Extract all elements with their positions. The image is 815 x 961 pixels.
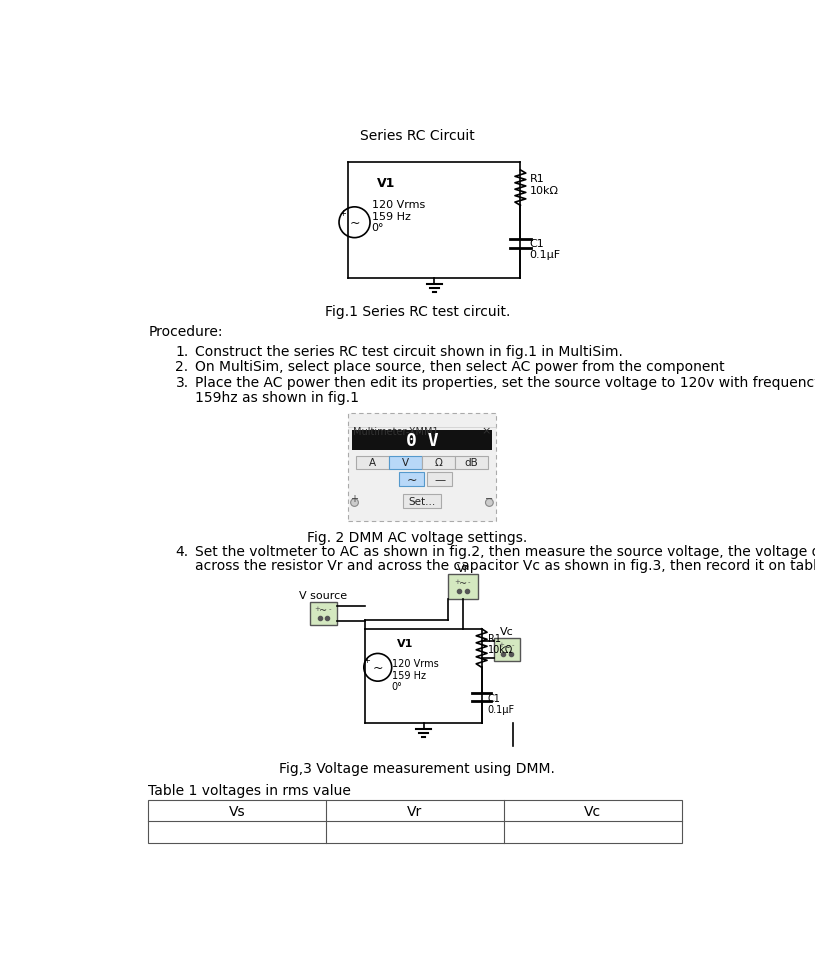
- Text: 120 Vrms
159 Hz
0°: 120 Vrms 159 Hz 0°: [372, 200, 425, 234]
- Text: +: +: [454, 579, 460, 584]
- Text: ~: ~: [319, 605, 328, 616]
- Text: -: -: [328, 605, 331, 611]
- FancyBboxPatch shape: [455, 456, 488, 470]
- Text: R1
10kΩ: R1 10kΩ: [530, 174, 558, 195]
- Text: +: +: [363, 655, 370, 664]
- Text: Ω: Ω: [434, 458, 443, 468]
- Text: ~: ~: [459, 579, 467, 589]
- Text: Construct the series RC test circuit shown in fig.1 in MultiSim.: Construct the series RC test circuit sho…: [195, 345, 623, 358]
- Text: +: +: [498, 642, 504, 648]
- Text: A: A: [369, 458, 376, 468]
- Text: V1: V1: [397, 638, 413, 649]
- FancyBboxPatch shape: [356, 456, 389, 470]
- Text: 3.: 3.: [175, 376, 188, 389]
- Text: Procedure:: Procedure:: [148, 325, 222, 338]
- Text: −: −: [485, 494, 493, 504]
- Text: Fig.1 Series RC test circuit.: Fig.1 Series RC test circuit.: [324, 305, 510, 318]
- FancyBboxPatch shape: [427, 473, 452, 487]
- Text: 4.: 4.: [175, 545, 188, 558]
- Text: Set the voltmeter to AC as shown in fig.2, then measure the source voltage, the : Set the voltmeter to AC as shown in fig.…: [195, 545, 815, 558]
- Text: V: V: [402, 458, 409, 468]
- Text: ~: ~: [407, 474, 417, 486]
- Text: —: —: [434, 475, 445, 485]
- Text: C1
0.1μF: C1 0.1μF: [530, 238, 561, 260]
- Text: 2.: 2.: [175, 360, 188, 374]
- Text: 1.: 1.: [175, 345, 189, 358]
- Text: Series RC Circuit: Series RC Circuit: [360, 129, 474, 143]
- FancyBboxPatch shape: [310, 603, 337, 626]
- FancyBboxPatch shape: [352, 431, 491, 451]
- Text: Vc: Vc: [584, 803, 601, 818]
- Text: +: +: [315, 605, 320, 611]
- FancyBboxPatch shape: [348, 414, 496, 522]
- Circle shape: [486, 499, 493, 506]
- Text: Place the AC power then edit its properties, set the source voltage to 120v with: Place the AC power then edit its propert…: [195, 376, 815, 389]
- Text: Vr: Vr: [408, 803, 423, 818]
- Text: 120 Vrms
159 Hz
0°: 120 Vrms 159 Hz 0°: [392, 658, 438, 692]
- Text: +: +: [350, 494, 359, 504]
- Text: Table 1 voltages in rms value: Table 1 voltages in rms value: [148, 783, 351, 797]
- Text: V source: V source: [299, 591, 347, 601]
- Text: -: -: [512, 642, 514, 648]
- Text: Vr: Vr: [457, 563, 469, 573]
- FancyBboxPatch shape: [389, 456, 422, 470]
- Text: 0 V: 0 V: [406, 431, 438, 450]
- FancyBboxPatch shape: [399, 473, 425, 487]
- Text: Set...: Set...: [408, 497, 435, 506]
- Bar: [148, 800, 681, 843]
- FancyBboxPatch shape: [448, 575, 478, 599]
- Circle shape: [350, 499, 359, 506]
- Text: Vs: Vs: [229, 803, 245, 818]
- Text: ×: ×: [482, 426, 491, 436]
- Text: across the resistor Vr and across the capacitor Vc as shown in fig.3, then recor: across the resistor Vr and across the ca…: [195, 558, 815, 573]
- Text: -: -: [468, 579, 470, 584]
- FancyBboxPatch shape: [494, 638, 520, 661]
- FancyBboxPatch shape: [403, 495, 442, 508]
- Text: Multimeter-XMM1: Multimeter-XMM1: [353, 426, 438, 436]
- Text: dB: dB: [465, 458, 478, 468]
- Text: C1
0.1μF: C1 0.1μF: [488, 693, 515, 715]
- Text: ~: ~: [372, 661, 383, 674]
- Text: +: +: [339, 209, 346, 218]
- FancyBboxPatch shape: [422, 456, 455, 470]
- Text: Vc: Vc: [500, 627, 514, 637]
- Text: V1: V1: [377, 177, 395, 190]
- Text: On MultiSim, select place source, then select AC power from the component: On MultiSim, select place source, then s…: [195, 360, 725, 374]
- Text: ~: ~: [503, 642, 511, 652]
- Text: Fig. 2 DMM AC voltage settings.: Fig. 2 DMM AC voltage settings.: [307, 530, 527, 545]
- Text: R1
10kΩ: R1 10kΩ: [488, 633, 513, 654]
- Text: ~: ~: [350, 216, 359, 230]
- Text: Fig,3 Voltage measurement using DMM.: Fig,3 Voltage measurement using DMM.: [280, 761, 555, 776]
- Text: 159hz as shown in fig.1: 159hz as shown in fig.1: [195, 391, 359, 405]
